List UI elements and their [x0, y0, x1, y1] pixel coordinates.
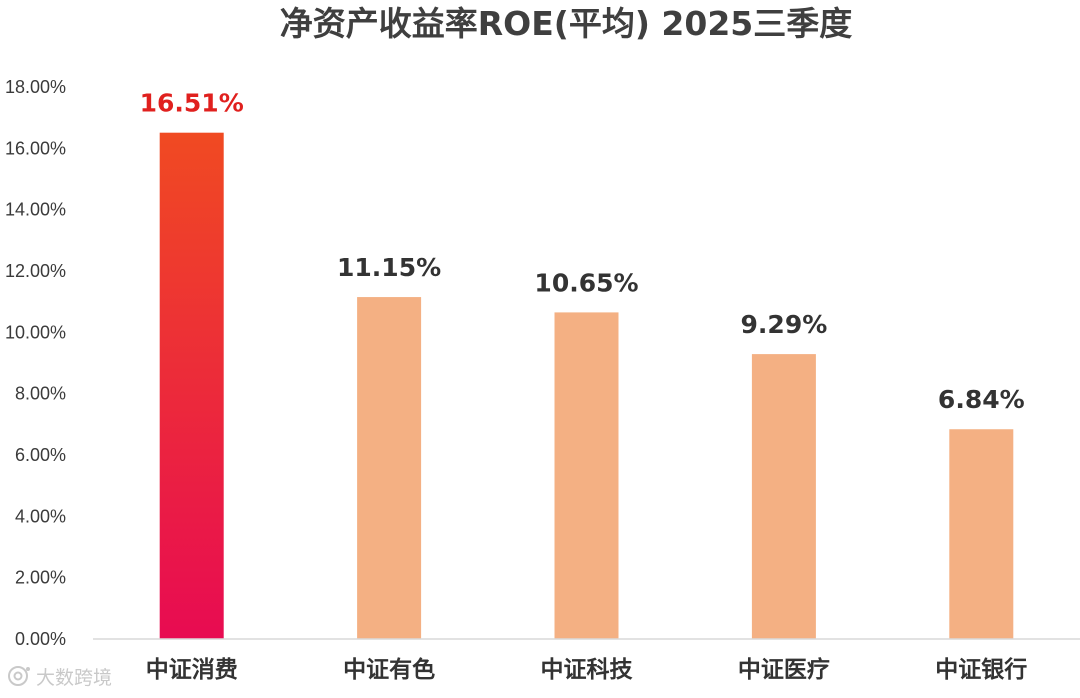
x-tick-label: 中证银行 — [935, 656, 1027, 683]
watermark: 大数跨境 — [8, 666, 112, 689]
bars — [159, 132, 1014, 639]
bar — [357, 297, 422, 639]
x-tick-label: 中证科技 — [541, 657, 634, 683]
y-axis-ticks: 0.00% 2.00% 4.00% 6.00% 8.00% 10.00% 12.00% 14.… — [5, 77, 66, 649]
x-axis-ticks: 中证消费 中证有色 中证科技 中证医疗 中证银行 — [146, 656, 1028, 683]
data-label: 11.15% — [337, 253, 441, 282]
data-label: 10.65% — [534, 268, 638, 297]
bar — [554, 312, 619, 639]
y-tick-label: 2.00% — [15, 568, 66, 588]
y-tick-label: 16.00% — [5, 138, 66, 158]
data-label: 16.51% — [140, 89, 244, 118]
data-label: 9.29% — [741, 310, 828, 339]
y-tick-label: 6.00% — [15, 445, 66, 465]
y-tick-label: 0.00% — [15, 629, 66, 649]
y-tick-label: 12.00% — [5, 261, 66, 281]
y-tick-label: 14.00% — [5, 200, 66, 220]
bar — [949, 429, 1014, 639]
bar — [159, 132, 224, 639]
y-tick-label: 18.00% — [5, 77, 66, 97]
watermark-text: 大数跨境 — [36, 667, 112, 689]
x-tick-label: 中证消费 — [146, 657, 238, 683]
bar — [751, 354, 816, 639]
logo-icon — [8, 666, 30, 686]
x-tick-label: 中证医疗 — [738, 656, 830, 683]
y-tick-label: 4.00% — [15, 506, 66, 526]
data-label: 6.84% — [938, 385, 1025, 414]
chart-title: 净资产收益率ROE(平均) 2025三季度 — [280, 4, 853, 43]
data-labels: 16.51% 11.15% 10.65% 9.29% 6.84% — [140, 89, 1025, 415]
y-tick-label: 8.00% — [15, 384, 66, 404]
y-tick-label: 10.00% — [5, 322, 66, 342]
x-tick-label: 中证有色 — [343, 656, 435, 683]
